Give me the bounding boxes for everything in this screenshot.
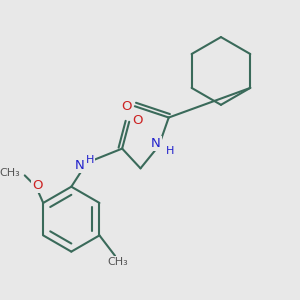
Text: N: N [151, 137, 161, 150]
Text: H: H [85, 155, 94, 165]
Text: CH₃: CH₃ [0, 168, 20, 178]
Text: N: N [75, 159, 85, 172]
Text: H: H [165, 146, 174, 156]
Text: O: O [132, 114, 142, 127]
Text: CH₃: CH₃ [107, 256, 128, 266]
Text: O: O [122, 100, 132, 113]
Text: O: O [32, 179, 43, 192]
